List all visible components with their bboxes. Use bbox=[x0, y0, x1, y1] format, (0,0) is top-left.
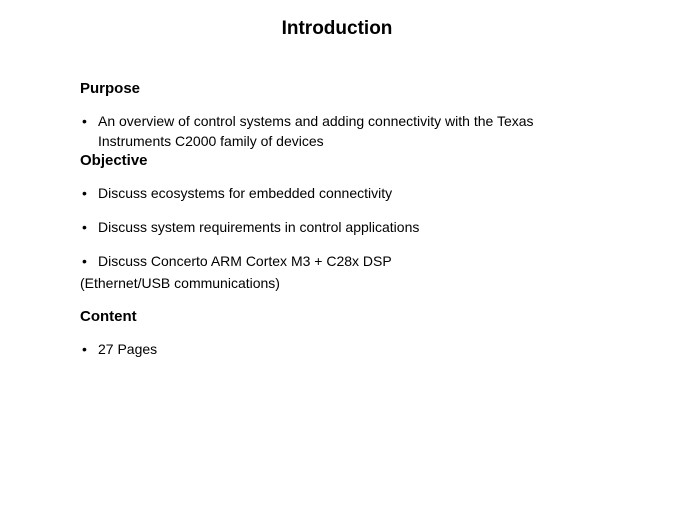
bullet-continuation: (Ethernet/USB communications) bbox=[80, 273, 594, 293]
bullet-item: Discuss system requirements in control a… bbox=[80, 217, 594, 237]
bullet-item: An overview of control systems and addin… bbox=[80, 111, 594, 152]
section-heading: Content bbox=[80, 308, 594, 325]
bullet-item: Discuss ecosystems for embedded connecti… bbox=[80, 183, 594, 203]
bullet-list: An overview of control systems and addin… bbox=[80, 111, 594, 152]
section-heading: Objective bbox=[80, 152, 594, 169]
section-content: Content 27 Pages bbox=[80, 308, 594, 359]
section-heading: Purpose bbox=[80, 80, 594, 97]
bullet-list: Discuss ecosystems for embedded connecti… bbox=[80, 183, 594, 294]
section-purpose: Purpose An overview of control systems a… bbox=[80, 80, 594, 152]
bullet-item: 27 Pages bbox=[80, 339, 594, 359]
page-title: Introduction bbox=[80, 18, 594, 40]
bullet-item: Discuss Concerto ARM Cortex M3 + C28x DS… bbox=[80, 251, 594, 271]
section-objective: Objective Discuss ecosystems for embedde… bbox=[80, 152, 594, 294]
bullet-list: 27 Pages bbox=[80, 339, 594, 359]
